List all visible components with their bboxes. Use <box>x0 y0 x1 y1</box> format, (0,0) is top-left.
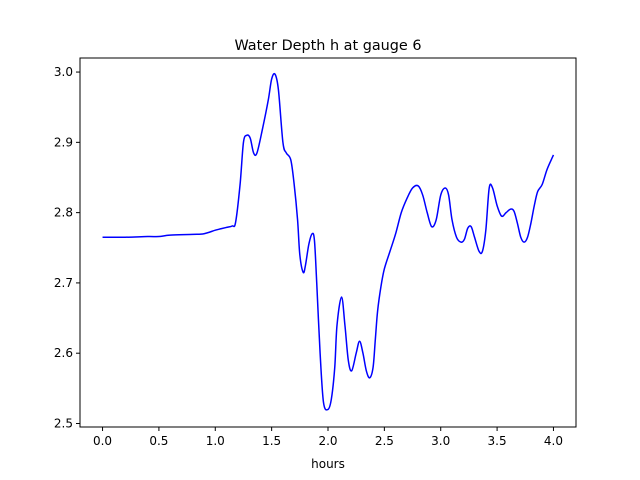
x-tick-label: 1.0 <box>206 434 225 448</box>
x-tick-label: 1.5 <box>262 434 281 448</box>
y-tick-label: 2.7 <box>54 276 73 290</box>
x-tick-label: 0.5 <box>149 434 168 448</box>
series-line <box>102 72 555 411</box>
y-tick-label: 2.6 <box>54 346 73 360</box>
y-axis: 2.5 2.6 2.7 2.8 2.9 3.0 <box>54 65 80 430</box>
y-tick-label: 2.8 <box>54 206 73 220</box>
x-tick-label: 2.0 <box>318 434 337 448</box>
x-axis: 0.0 0.5 1.0 1.5 2.0 2.5 3.0 3.5 4.0 <box>93 427 563 448</box>
plot-area-border <box>79 57 577 428</box>
series-layer <box>102 72 555 411</box>
x-tick-label: 0.0 <box>93 434 112 448</box>
x-tick-label: 2.5 <box>375 434 394 448</box>
x-tick-label: 3.5 <box>488 434 507 448</box>
y-tick-label: 2.9 <box>54 135 73 149</box>
x-tick-label: 4.0 <box>544 434 563 448</box>
x-tick-label: 3.0 <box>431 434 450 448</box>
y-tick-label: 2.5 <box>54 416 73 430</box>
chart-title: Water Depth h at gauge 6 <box>234 38 421 54</box>
plot-frame <box>79 57 577 428</box>
x-axis-label: hours <box>311 457 345 471</box>
y-tick-label: 3.0 <box>54 65 73 79</box>
